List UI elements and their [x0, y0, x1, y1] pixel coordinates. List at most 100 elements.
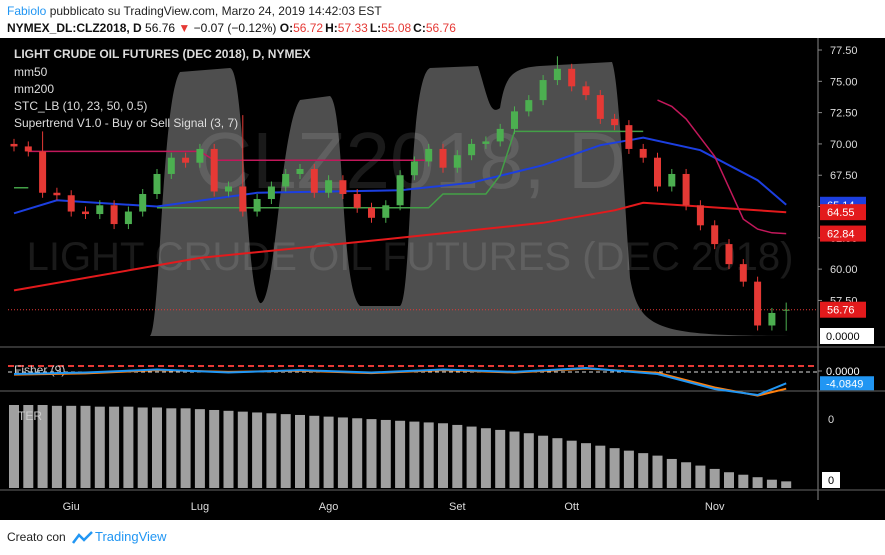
legend-entry: Supertrend V1.0 - Buy or Sell Signal (3,… [14, 116, 238, 130]
candle-body [382, 205, 390, 218]
change: −0.07 (−0.12%) [193, 21, 277, 35]
ohlc-key: H: [325, 21, 338, 35]
y-tick-label: 77.50 [830, 45, 858, 57]
candle-body [253, 199, 261, 212]
ter-bar [523, 433, 534, 488]
ter-bar [194, 409, 205, 488]
ter-bar [366, 419, 377, 488]
ter-bar [538, 435, 549, 488]
ter-bar [395, 420, 406, 488]
candle-body [368, 207, 375, 218]
ter-label: 0 [828, 414, 834, 426]
candle-body [67, 195, 75, 212]
candle-body [539, 80, 547, 101]
ohlc: O:56.72 H:57.33 L:55.08 C:56.76 [280, 21, 458, 35]
stc-area [8, 62, 820, 336]
ter-bar [252, 412, 263, 488]
candle-body [24, 146, 32, 152]
ter-bar [51, 405, 62, 488]
ter-bar [80, 405, 91, 488]
y-tick-label: 75.00 [830, 76, 858, 88]
ter-label-box [822, 472, 840, 488]
symbol: NYMEX_DL:CLZ2018, D [7, 21, 142, 35]
ter-bar [652, 455, 663, 488]
ter-bar [166, 408, 177, 488]
x-tick-label: Lug [191, 501, 209, 513]
header-line: Fabiolo pubblicato su TradingView.com, M… [7, 4, 382, 18]
candle-body [425, 148, 433, 162]
candle-body [625, 125, 633, 149]
price-label-box [820, 225, 866, 242]
ter-bar [623, 450, 634, 488]
candle-body [768, 312, 776, 326]
candle-body [282, 173, 290, 187]
fisher-label: -4.0849 [826, 378, 863, 390]
candle-body [739, 264, 747, 282]
stc-label: 0.0000 [826, 331, 860, 343]
ter-bar [380, 419, 391, 488]
ter-bar [295, 414, 305, 488]
y-tick-label: 67.50 [830, 170, 858, 182]
ohlc-key: L: [369, 21, 382, 35]
ter-bar [280, 414, 291, 488]
candle-body [39, 151, 47, 193]
price-label: 64.55 [827, 207, 855, 219]
ter-label: 0 [828, 475, 834, 487]
ohlc-key: O: [279, 21, 294, 35]
symbol-line: NYMEX_DL:CLZ2018, D 56.76 ▼ −0.07 (−0.12… [7, 21, 458, 35]
author[interactable]: Fabiolo [7, 4, 47, 18]
price-label: 56.76 [827, 305, 855, 317]
price-label-box [820, 204, 866, 221]
fisher-label-box [820, 376, 874, 391]
ter-bar [123, 406, 134, 488]
stc-label-box [820, 328, 874, 344]
candle-body [96, 205, 104, 215]
fisher-label: 0.0000 [826, 366, 860, 378]
candle-body [110, 205, 118, 225]
ter-bar [480, 428, 491, 488]
candle-body [410, 161, 418, 176]
ter-bar [466, 426, 477, 488]
ter-bar [724, 472, 734, 488]
ter-bar [666, 458, 677, 488]
y-tick-label: 72.50 [830, 108, 858, 120]
ter-bar [94, 406, 105, 488]
fisher-line [13, 366, 787, 397]
legend-entry: STC_LB (10, 23, 50, 0.5) [14, 99, 147, 113]
ohlc-key: C: [413, 21, 426, 35]
candle-body [568, 68, 576, 87]
candle-body [711, 225, 719, 245]
x-tick-label: Ott [564, 501, 579, 513]
candle-body [582, 86, 590, 96]
x-tick-label: Giu [63, 501, 80, 513]
ter-bar [337, 417, 348, 488]
ter-bar [137, 407, 148, 488]
ter-bar [23, 405, 34, 488]
ter-bar [638, 453, 649, 488]
ter-bar [681, 462, 692, 488]
ter-bar [37, 405, 48, 488]
ter-bar [309, 415, 320, 488]
ter-bar [209, 409, 220, 488]
candle-body [353, 194, 361, 208]
ter-bar [438, 423, 448, 488]
candle-body [339, 180, 347, 195]
last-price: 56.76 [145, 21, 176, 35]
candle-body [511, 111, 518, 129]
candle-body [10, 143, 18, 147]
footer: Creato con TradingView [0, 520, 885, 555]
price-label-box [820, 301, 866, 318]
candle-body [325, 180, 333, 193]
ter-bar [595, 445, 606, 488]
candle-body [553, 68, 561, 81]
x-tick-label: Set [449, 501, 466, 513]
ter-bar [509, 431, 520, 488]
candle-body [225, 186, 232, 192]
footer-brand[interactable]: TradingView [95, 529, 167, 544]
candle-body [310, 168, 318, 193]
candle-body [210, 148, 218, 192]
ter-bar [609, 448, 620, 488]
ter-bar [581, 443, 591, 488]
candle-body [496, 128, 504, 142]
